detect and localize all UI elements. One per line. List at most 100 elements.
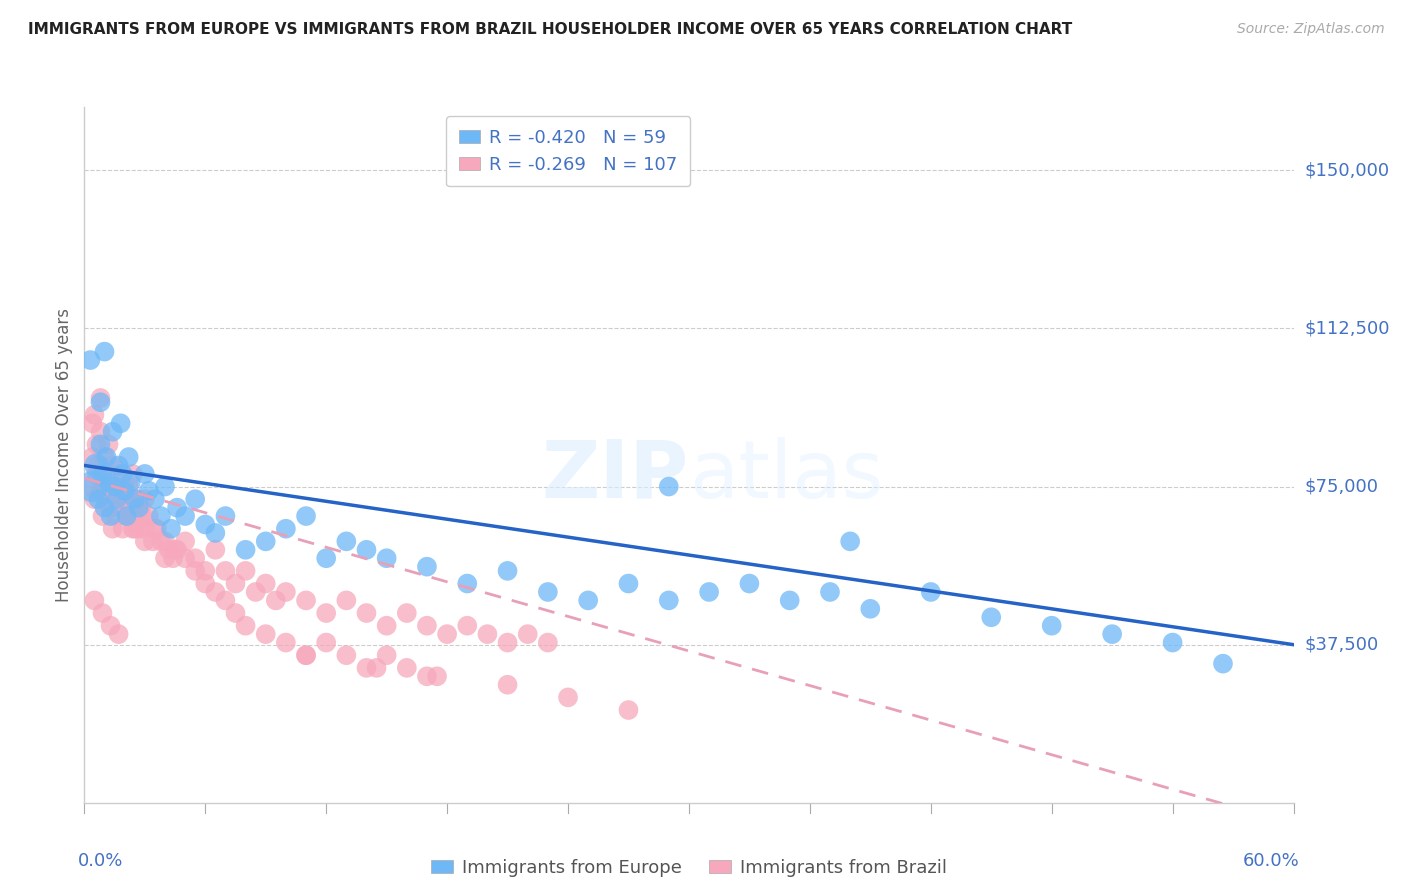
- Point: [89, 437, 111, 451]
- Point: [82, 417, 104, 431]
- Point: [818, 585, 841, 599]
- Point: [91, 467, 114, 481]
- Point: [738, 576, 761, 591]
- Point: [121, 467, 143, 481]
- Point: [124, 492, 146, 507]
- Point: [82, 479, 104, 493]
- Point: [375, 618, 398, 632]
- Point: [104, 492, 127, 507]
- Point: [617, 576, 640, 591]
- Point: [194, 564, 217, 578]
- Point: [174, 534, 197, 549]
- Point: [124, 509, 146, 524]
- Point: [114, 479, 136, 493]
- Point: [375, 648, 398, 663]
- Point: [87, 458, 110, 473]
- Point: [194, 517, 217, 532]
- Point: [118, 450, 141, 464]
- Point: [204, 585, 226, 599]
- Point: [149, 509, 172, 524]
- Point: [86, 437, 108, 451]
- Point: [254, 534, 277, 549]
- Point: [105, 479, 128, 493]
- Legend: Immigrants from Europe, Immigrants from Brazil: Immigrants from Europe, Immigrants from …: [425, 852, 953, 884]
- Point: [138, 509, 160, 524]
- Point: [96, 492, 118, 507]
- Text: $150,000: $150,000: [1305, 161, 1389, 179]
- Point: [104, 479, 127, 493]
- Text: 60.0%: 60.0%: [1243, 852, 1299, 870]
- Text: ZIP: ZIP: [541, 437, 689, 515]
- Point: [557, 690, 579, 705]
- Point: [436, 627, 458, 641]
- Point: [162, 551, 184, 566]
- Point: [335, 534, 357, 549]
- Point: [658, 593, 681, 607]
- Point: [254, 627, 277, 641]
- Point: [516, 627, 538, 641]
- Point: [315, 635, 337, 649]
- Point: [184, 492, 207, 507]
- Point: [134, 522, 156, 536]
- Point: [335, 593, 357, 607]
- Point: [166, 542, 188, 557]
- Point: [82, 450, 104, 464]
- Point: [315, 551, 337, 566]
- Text: IMMIGRANTS FROM EUROPE VS IMMIGRANTS FROM BRAZIL HOUSEHOLDER INCOME OVER 65 YEAR: IMMIGRANTS FROM EUROPE VS IMMIGRANTS FRO…: [28, 22, 1073, 37]
- Point: [184, 564, 207, 578]
- Point: [617, 703, 640, 717]
- Point: [149, 534, 172, 549]
- Point: [779, 593, 801, 607]
- Point: [295, 648, 318, 663]
- Point: [110, 417, 132, 431]
- Y-axis label: Householder Income Over 65 years: Householder Income Over 65 years: [55, 308, 73, 602]
- Point: [89, 425, 111, 439]
- Point: [204, 542, 226, 557]
- Point: [79, 479, 101, 493]
- Point: [115, 509, 138, 524]
- Point: [165, 542, 187, 557]
- Point: [235, 542, 257, 557]
- Point: [416, 559, 439, 574]
- Point: [184, 551, 207, 566]
- Point: [100, 618, 122, 632]
- Point: [356, 542, 378, 557]
- Point: [91, 606, 114, 620]
- Point: [97, 437, 120, 451]
- Point: [100, 500, 122, 515]
- Point: [245, 585, 267, 599]
- Point: [225, 606, 247, 620]
- Point: [138, 483, 160, 498]
- Point: [120, 475, 142, 490]
- Point: [83, 408, 105, 422]
- Point: [153, 534, 176, 549]
- Point: [89, 391, 111, 405]
- Point: [105, 492, 128, 507]
- Point: [89, 483, 111, 498]
- Point: [83, 593, 105, 607]
- Point: [225, 576, 247, 591]
- Point: [115, 509, 138, 524]
- Point: [416, 618, 439, 632]
- Point: [121, 522, 143, 536]
- Point: [395, 661, 418, 675]
- Point: [79, 353, 101, 368]
- Point: [114, 483, 136, 498]
- Point: [129, 509, 152, 524]
- Point: [335, 648, 357, 663]
- Point: [83, 492, 105, 507]
- Point: [110, 467, 132, 481]
- Point: [143, 522, 166, 536]
- Point: [97, 475, 120, 490]
- Point: [174, 509, 197, 524]
- Point: [576, 593, 599, 607]
- Point: [157, 542, 180, 557]
- Point: [264, 593, 287, 607]
- Point: [93, 450, 115, 464]
- Point: [920, 585, 942, 599]
- Point: [537, 635, 560, 649]
- Point: [120, 500, 142, 515]
- Point: [980, 610, 1002, 624]
- Text: atlas: atlas: [689, 437, 883, 515]
- Point: [97, 467, 120, 481]
